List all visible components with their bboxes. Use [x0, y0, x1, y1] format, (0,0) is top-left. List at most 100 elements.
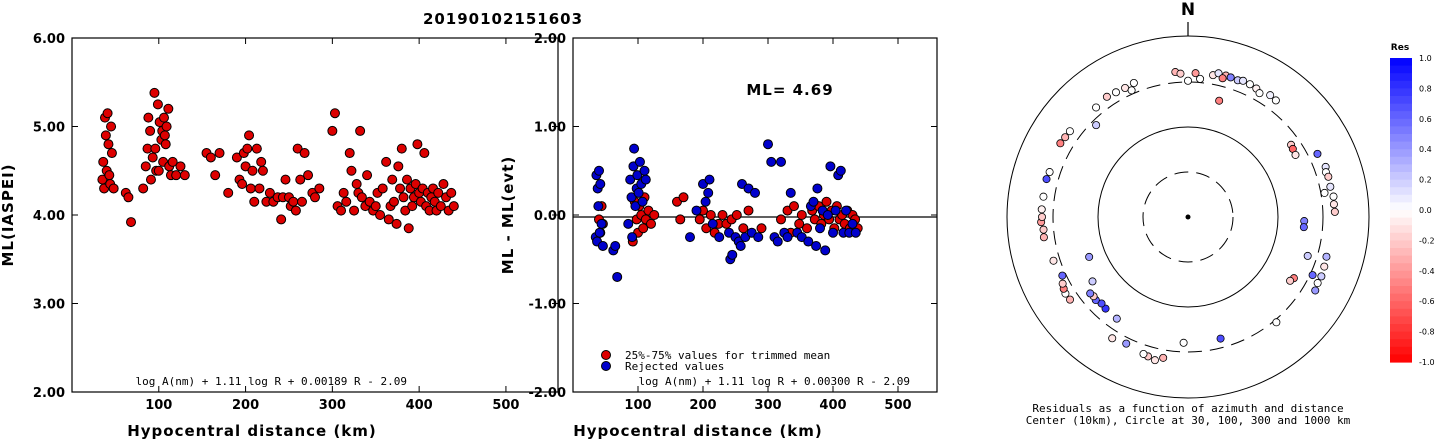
- data-point-blue: [632, 170, 643, 181]
- data-point-red: [303, 170, 314, 181]
- data-point-blue: [685, 232, 695, 243]
- data-point-blue: [803, 236, 814, 247]
- legend-red-label: 25%-75% values for trimmed mean: [625, 349, 830, 362]
- station-marker: [1272, 318, 1281, 327]
- data-point-blue: [704, 174, 715, 185]
- colorbar-cell: [1390, 88, 1412, 97]
- station-marker: [1176, 69, 1185, 78]
- data-point-blue: [639, 165, 650, 176]
- x-tick-label: 300: [754, 398, 781, 413]
- station-marker: [1065, 127, 1074, 136]
- panel2-formula: log A(nm) + 1.11 log R + 0.00300 R - 2.0…: [638, 375, 910, 388]
- data-point-blue: [700, 196, 711, 207]
- x-tick-label: 300: [319, 398, 346, 413]
- data-point-red: [717, 210, 728, 220]
- data-point-red: [145, 125, 156, 136]
- station-marker: [1320, 188, 1329, 197]
- station-marker: [1039, 225, 1048, 234]
- station-marker: [1122, 339, 1131, 348]
- data-point-red: [249, 196, 260, 207]
- colorbar-cell: [1390, 331, 1412, 340]
- legend-red-marker: [601, 350, 611, 360]
- data-point-blue: [630, 201, 641, 212]
- station-marker: [1218, 74, 1227, 83]
- colorbar-cell: [1390, 141, 1412, 150]
- station-marker: [1112, 314, 1121, 323]
- data-point-red: [400, 205, 411, 216]
- colorbar-cell: [1390, 270, 1412, 279]
- data-point-red: [362, 170, 373, 181]
- polar-caption-line1: Residuals as a function of azimuth and d…: [1032, 402, 1343, 415]
- ml-annotation: ML= 4.69: [746, 81, 833, 99]
- polar-points: [1037, 68, 1339, 365]
- data-point-blue: [830, 205, 841, 216]
- data-point-blue: [841, 205, 851, 216]
- panel2-points: [590, 139, 863, 282]
- data-point-blue: [782, 232, 793, 243]
- data-point-red: [638, 223, 649, 234]
- data-point-red: [789, 201, 799, 212]
- circle-300km: [1052, 81, 1324, 353]
- colorbar-tick-label: 0.4: [1419, 145, 1432, 154]
- colorbar-cell: [1390, 308, 1412, 317]
- colorbar-cell: [1390, 293, 1412, 302]
- data-point-red: [375, 210, 386, 220]
- station-marker: [1038, 212, 1047, 221]
- data-point-blue: [594, 165, 604, 176]
- station-marker: [1320, 262, 1329, 271]
- data-point-blue: [785, 187, 796, 198]
- data-point-red: [776, 214, 786, 225]
- data-point-red: [205, 152, 216, 163]
- data-point-red: [150, 143, 161, 154]
- figure-title: 20190102151603: [423, 10, 583, 28]
- station-marker: [1329, 192, 1338, 201]
- data-point-red: [244, 130, 255, 141]
- colorbar-cell: [1390, 316, 1412, 325]
- data-point-red: [802, 223, 812, 234]
- data-point-red: [240, 161, 251, 172]
- station-marker: [1092, 103, 1101, 112]
- data-point-red: [290, 205, 301, 216]
- data-point-blue: [703, 187, 714, 198]
- colorbar-cell: [1390, 346, 1412, 355]
- colorbar-cell: [1390, 278, 1412, 287]
- data-point-red: [299, 148, 310, 159]
- station-marker: [1150, 356, 1159, 365]
- station-marker: [1092, 121, 1101, 130]
- station-marker: [1179, 338, 1188, 347]
- colorbar-cell: [1390, 324, 1412, 333]
- colorbar: Res 1.0 0.8 0.6 0.4 0.2 0.0 -0.2 -0.4 -0.6 -0.8 -1…: [1390, 43, 1435, 367]
- data-point-blue: [707, 218, 718, 229]
- colorbar-cell: [1390, 126, 1412, 135]
- station-marker: [1121, 84, 1130, 93]
- colorbar-cell: [1390, 301, 1412, 310]
- colorbar-cell: [1390, 111, 1412, 120]
- station-marker: [1129, 78, 1138, 87]
- colorbar-cell: [1390, 286, 1412, 295]
- station-marker: [1271, 96, 1280, 105]
- panel1-points: [97, 87, 459, 234]
- y-tick-label: 2.00: [534, 32, 566, 47]
- data-point-red: [145, 174, 156, 185]
- y-tick-label: 1.00: [534, 121, 566, 136]
- data-point-blue: [626, 192, 637, 203]
- colorbar-cell: [1390, 149, 1412, 158]
- data-point-blue: [593, 201, 604, 212]
- station-marker: [1329, 200, 1338, 209]
- data-point-red: [694, 214, 705, 225]
- data-point-red: [100, 130, 111, 141]
- station-marker: [1108, 334, 1117, 343]
- data-point-blue: [812, 183, 823, 194]
- data-point-red: [171, 170, 182, 181]
- data-point-blue: [623, 218, 634, 229]
- data-point-red: [123, 192, 134, 203]
- colorbar-tick-label: -0.2: [1419, 236, 1435, 245]
- station-marker: [1184, 76, 1193, 85]
- data-point-blue: [776, 156, 786, 167]
- y-tick-label: 0.00: [534, 209, 566, 224]
- station-marker: [1266, 91, 1275, 100]
- data-point-blue: [629, 143, 640, 154]
- station-marker: [1216, 334, 1225, 343]
- data-point-red: [419, 148, 430, 159]
- station-marker: [1322, 252, 1331, 261]
